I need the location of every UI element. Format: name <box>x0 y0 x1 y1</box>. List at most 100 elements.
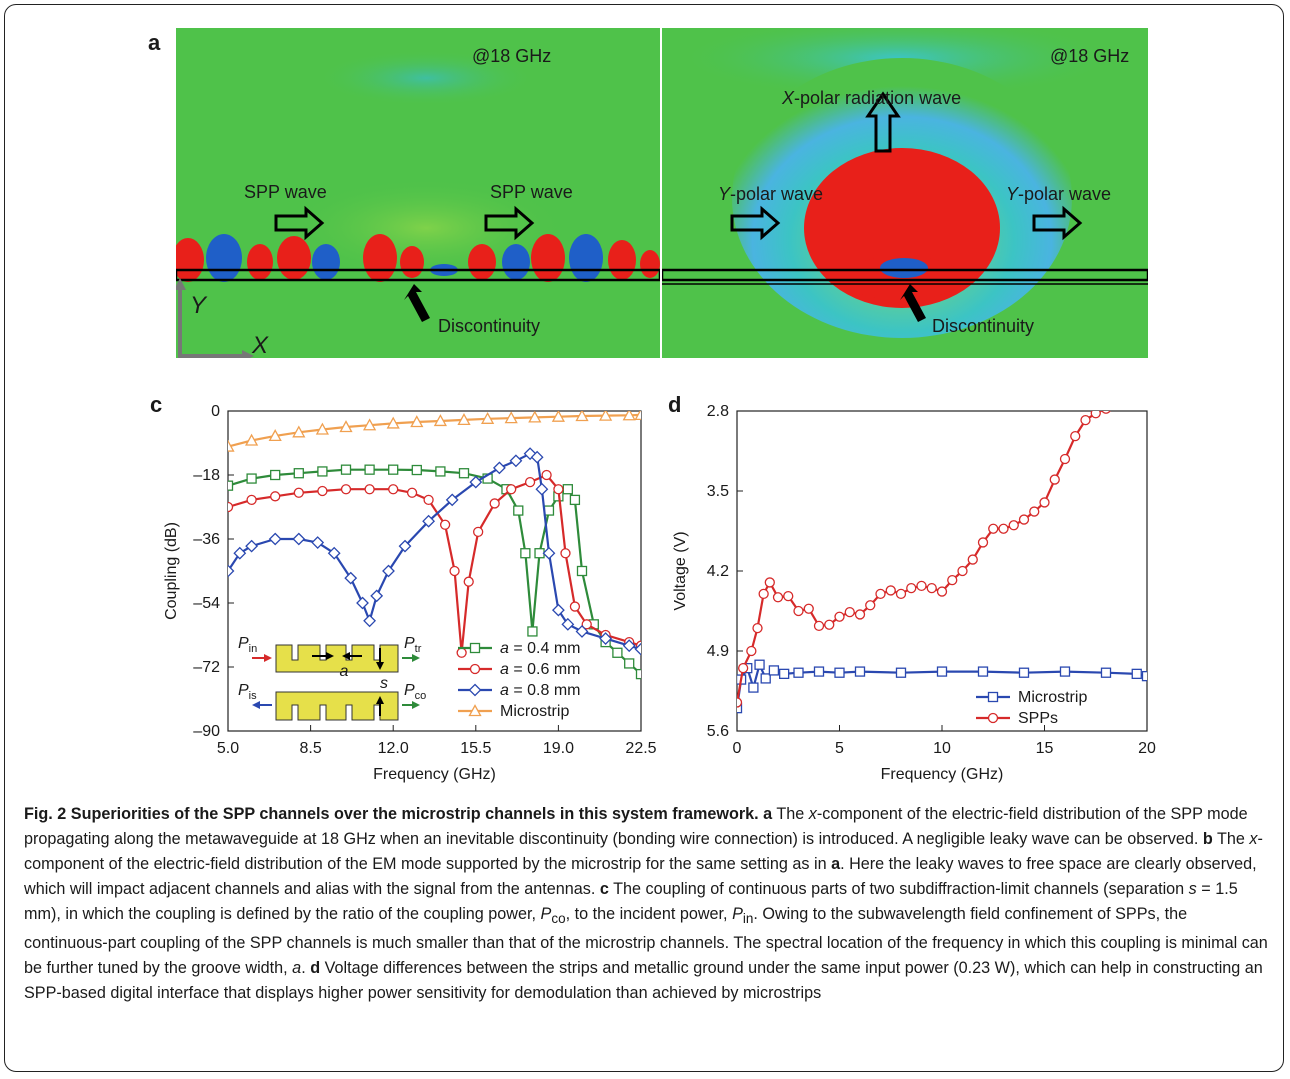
d-series-1-point <box>885 585 896 596</box>
d-series-1-point <box>998 523 1009 534</box>
c-series-1-point <box>364 484 375 495</box>
c-xtick-label: 22.5 <box>625 740 656 757</box>
c-series-1-point <box>463 576 474 587</box>
c-xtick-label: 19.0 <box>543 740 574 757</box>
d-series-1-point <box>752 622 763 634</box>
c-x-axis-label: Frequency (GHz) <box>373 766 496 783</box>
c-series-1-point <box>569 601 581 612</box>
d-legend-label: SPPs <box>1018 710 1058 727</box>
c-series-3-point <box>575 411 589 422</box>
spp-arrow-2 <box>484 205 535 241</box>
c-series-0-point <box>624 658 635 669</box>
d-series-0-point <box>737 702 743 714</box>
c-series-0-point <box>388 464 399 475</box>
chart-d-svg: 0 5 10 15 20 2.8 3.5 4.2 4.9 5.6 Frequency (GHz) Vo… <box>672 403 1156 783</box>
c-series-2-point <box>233 546 247 560</box>
inset-label-ptr: Ptr <box>404 635 422 655</box>
c-legend-marker <box>468 683 482 697</box>
c-series-3-point <box>622 411 636 421</box>
c-series-0 <box>228 464 641 680</box>
c-series-0-point <box>576 565 588 577</box>
c-legend-label: a = 0.4 mm <box>500 640 580 657</box>
c-series-0-point <box>612 647 623 658</box>
c-ytick-label: 0 <box>211 403 220 420</box>
c-xtick-label: 12.0 <box>378 740 409 757</box>
c-series-3-point <box>528 411 542 423</box>
c-series-2-point <box>228 564 235 578</box>
d-series-1-point <box>1039 497 1050 508</box>
c-series-0-point <box>458 468 470 479</box>
field-map-b: @18 GHz X-polar radiation wave Y-polar w… <box>662 28 1148 358</box>
c-ytick-label: –72 <box>193 659 220 676</box>
c-series-2-point <box>551 603 565 617</box>
c-series-1-point <box>449 565 460 577</box>
chart-c-svg: 5.0 8.5 12.0 15.5 19.0 22.5 0 –18 –36 –54 –72 –90 Fr… <box>163 403 657 783</box>
d-ytick-label: 3.5 <box>707 483 729 500</box>
c-series-1-point <box>473 526 484 538</box>
inset-label-s: s <box>380 675 388 692</box>
caption-part-a: a <box>763 805 773 823</box>
c-series-0-point <box>246 473 257 484</box>
c-series-1-point <box>228 501 234 513</box>
d-series-1-point <box>936 586 948 597</box>
c-series-2-point <box>311 536 325 549</box>
figure-caption: Fig. 2 Superiorities of the SPP channels… <box>24 805 1268 1003</box>
d-series-1-point <box>758 588 769 600</box>
c-series-3-point <box>504 411 518 424</box>
c-series-2-point <box>530 450 544 464</box>
c-series-0-point <box>340 464 352 475</box>
c-legend-marker <box>469 663 481 675</box>
c-legend-marker <box>469 642 481 654</box>
c-series-2-point <box>599 632 613 645</box>
c-series-2-point <box>535 482 549 496</box>
d-series-1-point <box>1070 430 1081 442</box>
d-xtick-label: 5 <box>835 740 844 757</box>
d-series-1-point <box>738 662 749 674</box>
c-series-1-point <box>524 476 536 488</box>
d-series-0-point <box>768 665 780 676</box>
d-xtick-label: 15 <box>1036 740 1054 757</box>
c-series-0-point <box>270 469 281 481</box>
d-series-1-point <box>1018 514 1030 525</box>
c-series-1-point <box>293 487 304 498</box>
inset-label-a: a <box>340 663 349 680</box>
d-legend-marker <box>987 712 999 724</box>
d-series-1-point <box>947 574 958 586</box>
c-series-1-point <box>406 487 418 498</box>
d-series-1-point <box>1049 474 1060 485</box>
c-ytick-label: –54 <box>193 595 220 612</box>
d-series-1 <box>737 411 1111 708</box>
d-legend-label: Microstrip <box>1018 689 1087 706</box>
d-series-0-point <box>793 667 804 678</box>
c-ytick-label: –90 <box>193 723 220 740</box>
d-series-0-point <box>1100 667 1112 678</box>
d-series-1-point <box>854 609 866 620</box>
d-plot-frame <box>736 410 1148 732</box>
d-x-axis-label: Frequency (GHz) <box>881 766 1004 783</box>
polar-wave-label-2: Y-polar wave <box>1006 184 1112 204</box>
c-legend-label: Microstrip <box>500 703 569 720</box>
c-legend-marker <box>468 704 482 717</box>
d-xtick-label: 10 <box>933 740 951 757</box>
c-series-3-point <box>410 415 424 428</box>
d-series-0-point <box>834 667 845 678</box>
d-series-0-point <box>854 666 866 677</box>
panel-label-c: c <box>150 392 163 417</box>
d-series-1-point <box>1101 411 1111 414</box>
d-series-1-point <box>803 603 814 614</box>
caption-part-d: d <box>310 959 321 978</box>
d-legend-marker <box>987 691 999 703</box>
c-series-1-point <box>541 469 552 481</box>
c-series-3-point <box>457 413 471 426</box>
c-series-3-point <box>634 411 641 421</box>
c-series-2-point <box>370 589 384 603</box>
coupling-inset: Pin Ptr Pis Pco a s <box>238 635 426 721</box>
c-series-1-point <box>581 619 592 630</box>
c-series-1-point <box>506 484 517 495</box>
c-series-1 <box>228 469 641 658</box>
d-series-1-point <box>875 588 886 600</box>
d-ytick-label: 2.8 <box>707 403 729 420</box>
panel-label-a: a <box>148 30 161 55</box>
c-xtick-label: 5.0 <box>217 740 239 757</box>
d-y-axis-label: Voltage (V) <box>672 531 689 610</box>
